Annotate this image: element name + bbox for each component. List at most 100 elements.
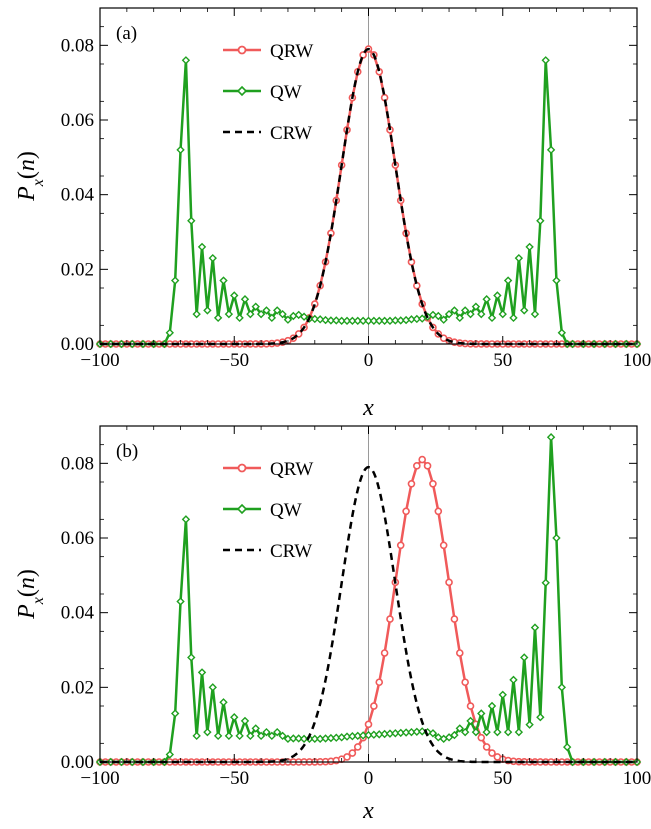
- data-point: [197, 668, 207, 677]
- data-point: [181, 515, 191, 524]
- data-point: [197, 242, 207, 252]
- data-point: [455, 313, 464, 323]
- y-tick-label: 0.00: [61, 752, 94, 773]
- data-point: [503, 727, 513, 737]
- data-point: [235, 313, 244, 323]
- data-point: [294, 734, 303, 743]
- data-point: [176, 597, 185, 606]
- data-point: [310, 734, 319, 744]
- data-point: [477, 309, 486, 319]
- legend-label: QRW: [270, 41, 313, 62]
- y-tick-label: 0.02: [61, 259, 94, 280]
- data-point: [552, 533, 561, 543]
- data-point: [230, 713, 239, 722]
- data-point: [520, 653, 529, 662]
- legend-marker: [236, 503, 248, 515]
- data-point: [546, 433, 556, 442]
- data-point: [530, 309, 540, 319]
- data-point: [536, 216, 545, 225]
- data-point: [460, 727, 470, 737]
- data-point: [444, 733, 454, 742]
- x-tick-label: 100: [623, 768, 651, 789]
- data-point: [165, 328, 174, 337]
- data-point: [509, 675, 518, 685]
- legend-label: QRW: [270, 459, 313, 480]
- data-point: [423, 462, 432, 470]
- data-point: [477, 733, 486, 742]
- data-point: [429, 479, 437, 488]
- data-point: [251, 724, 260, 733]
- data-point: [321, 315, 330, 325]
- data-point: [466, 309, 475, 319]
- data-point: [450, 306, 459, 315]
- data-point: [370, 702, 378, 710]
- data-point: [477, 709, 486, 718]
- data-point: [413, 462, 421, 470]
- data-point: [541, 578, 550, 587]
- series-qw: [95, 433, 642, 767]
- data-point: [240, 716, 250, 726]
- legend-marker: [237, 45, 247, 55]
- data-point: [165, 750, 174, 759]
- data-point: [203, 306, 212, 315]
- data-point: [444, 309, 454, 319]
- data-point: [299, 734, 309, 744]
- data-point: [498, 690, 507, 699]
- y-tick-label: 0.02: [61, 677, 94, 698]
- y-axis-label: Px(n): [14, 569, 47, 620]
- data-point: [187, 653, 196, 662]
- x-tick-label: −100: [80, 350, 119, 371]
- data-point: [552, 276, 561, 285]
- x-tick-label: 0: [364, 768, 374, 789]
- data-point: [251, 302, 260, 311]
- panel-a: −100 −50 0 50 1000.000.020.040.060.08(a)QRWQ…: [14, 7, 651, 421]
- data-point: [224, 309, 234, 319]
- data-point: [326, 316, 336, 325]
- data-point: [337, 316, 346, 326]
- data-point: [375, 678, 384, 687]
- data-point: [170, 709, 180, 718]
- data-point: [407, 479, 416, 488]
- legend-label: CRW: [270, 123, 312, 144]
- y-tick-label: 0.06: [61, 110, 94, 131]
- y-tick-label: 0.00: [61, 334, 94, 355]
- data-point: [348, 316, 357, 326]
- data-point: [273, 306, 282, 315]
- data-point: [525, 242, 534, 252]
- data-point: [208, 683, 217, 692]
- data-point: [503, 276, 513, 285]
- x-tick-label: −100: [80, 768, 119, 789]
- data-point: [230, 291, 239, 300]
- data-point: [192, 309, 201, 319]
- y-tick-label: 0.04: [61, 185, 95, 206]
- data-point: [240, 295, 250, 304]
- panel-label: (a): [116, 23, 137, 44]
- data-point: [208, 253, 217, 263]
- data-point: [181, 56, 191, 65]
- data-point: [353, 743, 362, 751]
- data-point: [482, 295, 491, 304]
- legend-marker: [236, 85, 248, 97]
- data-point: [310, 314, 319, 324]
- data-point: [380, 649, 389, 657]
- data-point: [391, 316, 400, 325]
- data-point: [493, 727, 502, 737]
- data-point: [396, 541, 405, 550]
- data-point: [380, 316, 389, 326]
- data-point: [509, 313, 518, 323]
- data-point: [235, 731, 244, 741]
- legend: QRW QW CRW: [223, 459, 313, 562]
- data-point: [332, 316, 341, 325]
- data-point: [514, 727, 524, 737]
- data-point: [267, 313, 277, 323]
- data-point: [203, 727, 212, 737]
- y-tick-label: 0.08: [61, 453, 94, 474]
- data-point: [428, 729, 438, 738]
- data-point: [187, 216, 196, 225]
- data-point: [434, 311, 443, 321]
- data-point: [460, 306, 470, 315]
- data-point: [450, 730, 459, 740]
- data-point: [315, 315, 325, 324]
- x-tick-label: 100: [623, 350, 651, 371]
